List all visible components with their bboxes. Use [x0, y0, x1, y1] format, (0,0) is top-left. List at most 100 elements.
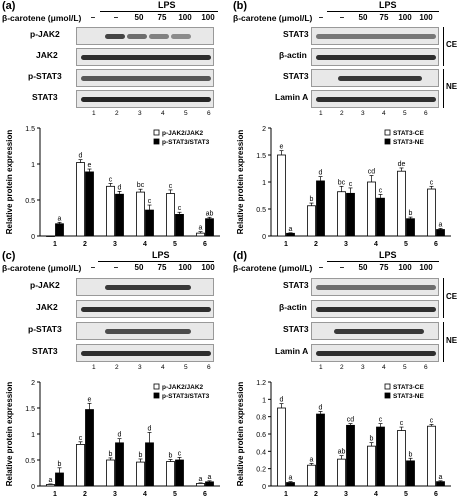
- legend-swatch: [384, 138, 391, 145]
- lane-number: 1: [319, 110, 323, 117]
- bar-chart-d: Relative protein expression 0 0.2 0.4 0.6 0.8…: [236, 380, 451, 498]
- y-tick-label: 1: [31, 432, 35, 439]
- y-tick-label: 1.5: [25, 406, 35, 413]
- blot-band: [105, 285, 191, 290]
- y-axis-label: Relative protein expression: [5, 382, 14, 487]
- blot-band: [127, 34, 147, 39]
- bar: [115, 193, 124, 237]
- lane-number: 5: [403, 364, 407, 371]
- treatment-label: β-carotene (μmol/L): [2, 263, 82, 273]
- significance-letter: a: [439, 221, 443, 228]
- bar: [346, 192, 355, 237]
- bar: [277, 154, 286, 237]
- bar: [427, 425, 436, 487]
- significance-letter: d: [118, 432, 122, 439]
- significance-letter: a: [439, 474, 443, 481]
- significance-letter: d: [319, 404, 323, 411]
- blot-label: β-actin: [279, 302, 307, 312]
- blot-band: [334, 329, 424, 334]
- condition-value: 75: [379, 13, 389, 22]
- bar: [406, 460, 415, 487]
- bar: [106, 185, 115, 237]
- significance-letter: b: [169, 452, 173, 459]
- significance-letter: a: [58, 215, 62, 222]
- significance-letter: c: [109, 176, 113, 183]
- bar: [175, 459, 184, 487]
- significance-letter: cd: [368, 169, 376, 176]
- significance-letter: b: [409, 210, 413, 217]
- legend-swatch: [384, 129, 391, 136]
- blot-band: [105, 329, 191, 334]
- significance-letter: c: [148, 198, 152, 205]
- significance-letter: c: [379, 417, 383, 424]
- legend-swatch: [153, 392, 160, 399]
- panel-a: (a) LPS β-carotene (μmol/L) – – 50 75 10…: [0, 0, 228, 250]
- condition-value: –: [90, 13, 96, 22]
- significance-letter: b: [139, 452, 143, 459]
- legend-swatch: [384, 392, 391, 399]
- significance-letter: b: [109, 451, 113, 458]
- blot-band: [81, 307, 211, 312]
- significance-letter: c: [79, 435, 83, 442]
- significance-letter: e: [88, 162, 92, 169]
- blot-strip: [76, 278, 214, 296]
- significance-letter: e: [280, 144, 284, 151]
- lps-line: [100, 11, 218, 12]
- blot-strip: [311, 90, 439, 108]
- lane-number: 2: [340, 364, 344, 371]
- lps-line: [98, 261, 214, 262]
- y-tick-label: 0.2: [256, 467, 266, 474]
- legend-swatch: [153, 383, 160, 390]
- condition-value: 100: [398, 13, 412, 22]
- condition-value: 100: [178, 13, 192, 22]
- significance-letter: ab: [206, 210, 214, 217]
- x-tick-label: 3: [344, 241, 348, 248]
- significance-letter: c: [178, 450, 182, 457]
- bar: [376, 197, 385, 237]
- y-tick-label: 0.5: [25, 458, 35, 465]
- significance-letter: b: [310, 196, 314, 203]
- y-tick-label: 0.5: [256, 207, 266, 214]
- x-tick-label: 2: [314, 241, 318, 248]
- x-tick-label: 4: [143, 241, 147, 248]
- bar: [76, 162, 85, 237]
- lane-number: 4: [161, 110, 165, 117]
- y-tick-label: 1.5: [25, 126, 35, 133]
- y-axis-label: Relative protein expression: [236, 382, 245, 487]
- blot-strip: [76, 69, 214, 87]
- x-tick-label: 5: [173, 491, 177, 498]
- condition-value: 100: [398, 263, 412, 272]
- bar-chart-b: Relative protein expression 0 0.5 1 1.5 2 e a 1 b…: [236, 126, 451, 248]
- blot-strip: [76, 48, 214, 66]
- significance-letter: c: [169, 183, 173, 190]
- x-tick-label: 4: [143, 491, 147, 498]
- significance-letter: d: [148, 425, 152, 432]
- bar: [205, 481, 214, 487]
- significance-letter: bc: [338, 179, 346, 186]
- condition-value: 100: [419, 263, 433, 272]
- blot-band: [149, 34, 169, 39]
- condition-value: –: [90, 263, 96, 272]
- lane-number: 1: [319, 364, 323, 371]
- lane-number: 5: [403, 110, 407, 117]
- condition-value: –: [318, 13, 324, 22]
- bar: [436, 229, 445, 237]
- lane-number: 3: [138, 110, 142, 117]
- legend-entry: STAT3-NE: [393, 139, 424, 146]
- legend-entry: p-STAT3/STAT3: [162, 139, 210, 146]
- condition-value: –: [339, 13, 345, 22]
- bar: [286, 232, 295, 237]
- lane-number: 1: [92, 110, 96, 117]
- bar-chart-a: Relative protein expression00.511.5a1de2…: [5, 126, 220, 248]
- x-tick-label: 6: [203, 241, 207, 248]
- condition-value: 75: [157, 263, 167, 272]
- bar: [55, 223, 64, 237]
- lane-number: 3: [138, 364, 142, 371]
- x-tick-label: 2: [83, 241, 87, 248]
- lane-number: 4: [382, 364, 386, 371]
- condition-value: 75: [157, 13, 167, 22]
- ne-label: NE: [446, 82, 458, 91]
- condition-value: 100: [201, 263, 215, 272]
- blot-band: [81, 76, 211, 81]
- condition-value: –: [113, 13, 119, 22]
